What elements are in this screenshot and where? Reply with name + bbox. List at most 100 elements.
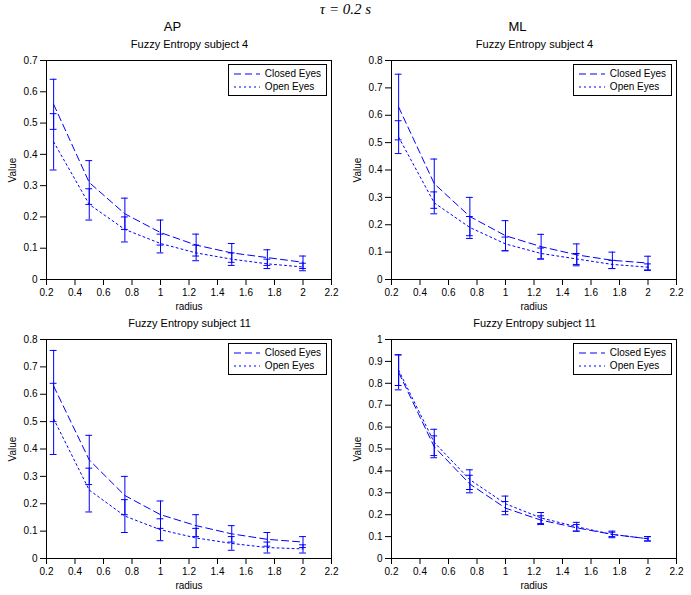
svg-text:0.4: 0.4 <box>68 287 82 298</box>
svg-text:0.5: 0.5 <box>24 117 38 128</box>
html-text:Fuzzy Entropy subject 4: Fuzzy Entropy subject 4 <box>130 38 249 50</box>
svg-text:0.2: 0.2 <box>369 509 383 520</box>
svg-text:0.2: 0.2 <box>40 566 54 577</box>
svg-text:0: 0 <box>32 274 38 285</box>
html-text:Open Eyes: Open Eyes <box>609 81 660 92</box>
svg-text:2.2: 2.2 <box>670 566 684 577</box>
svg-text:2: 2 <box>300 287 306 298</box>
svg-text:0.6: 0.6 <box>442 566 456 577</box>
svg-text:0.2: 0.2 <box>40 287 54 298</box>
svg-text:0.8: 0.8 <box>369 378 383 389</box>
svg-text:1.4: 1.4 <box>211 287 225 298</box>
svg-text:0.4: 0.4 <box>369 164 383 175</box>
svg-text:0.6: 0.6 <box>97 287 111 298</box>
html-text:Open Eyes: Open Eyes <box>264 81 315 92</box>
svg-text:1: 1 <box>158 287 164 298</box>
svg-text:1.2: 1.2 <box>527 566 541 577</box>
svg-text:0.2: 0.2 <box>369 219 383 230</box>
svg-text:0.4: 0.4 <box>68 566 82 577</box>
svg-text:1: 1 <box>377 334 383 345</box>
svg-text:0: 0 <box>32 553 38 564</box>
svg-text:0.3: 0.3 <box>24 471 38 482</box>
svg-text:1.4: 1.4 <box>556 566 570 577</box>
svg-text:0.1: 0.1 <box>369 531 383 542</box>
svg-text:1.6: 1.6 <box>584 287 598 298</box>
svg-text:2.2: 2.2 <box>325 287 339 298</box>
svg-text:0.1: 0.1 <box>369 246 383 257</box>
svg-text:1.8: 1.8 <box>613 566 627 577</box>
svg-text:1.6: 1.6 <box>239 287 253 298</box>
html-text:Closed Eyes: Closed Eyes <box>264 68 321 79</box>
svg-text:1.6: 1.6 <box>584 566 598 577</box>
html-text:Fuzzy Entropy subject 4: Fuzzy Entropy subject 4 <box>475 38 594 50</box>
html-text:Fuzzy Entropy subject 11: Fuzzy Entropy subject 11 <box>128 317 251 329</box>
svg-text:1.2: 1.2 <box>527 287 541 298</box>
svg-text:2: 2 <box>300 566 306 577</box>
svg-text:1: 1 <box>503 287 509 298</box>
svg-text:0.2: 0.2 <box>24 211 38 222</box>
svg-text:1.6: 1.6 <box>239 566 253 577</box>
svg-text:radius: radius <box>520 301 547 312</box>
svg-text:radius: radius <box>175 301 202 312</box>
html-text:ML: ML <box>508 19 527 34</box>
svg-text:0.3: 0.3 <box>369 192 383 203</box>
svg-text:1.2: 1.2 <box>182 287 196 298</box>
svg-text:0.6: 0.6 <box>24 86 38 97</box>
html-text:τ = 0.2 s: τ = 0.2 s <box>319 1 372 17</box>
svg-text:0.5: 0.5 <box>24 416 38 427</box>
svg-text:1.8: 1.8 <box>613 287 627 298</box>
svg-text:2: 2 <box>645 566 651 577</box>
svg-text:0.7: 0.7 <box>24 55 38 66</box>
svg-text:0.1: 0.1 <box>24 242 38 253</box>
svg-text:0.4: 0.4 <box>369 465 383 476</box>
svg-text:0.8: 0.8 <box>125 287 139 298</box>
svg-text:0.3: 0.3 <box>369 487 383 498</box>
html-text:Closed Eyes: Closed Eyes <box>609 68 666 79</box>
svg-text:0: 0 <box>377 553 383 564</box>
svg-text:0: 0 <box>377 274 383 285</box>
svg-text:Value: Value <box>7 436 18 461</box>
svg-text:0.2: 0.2 <box>385 566 399 577</box>
svg-text:2.2: 2.2 <box>670 287 684 298</box>
svg-text:0.8: 0.8 <box>369 55 383 66</box>
svg-text:1: 1 <box>503 566 509 577</box>
svg-text:0.8: 0.8 <box>24 334 38 345</box>
svg-text:0.8: 0.8 <box>470 287 484 298</box>
svg-text:0.5: 0.5 <box>369 443 383 454</box>
svg-text:0.6: 0.6 <box>369 109 383 120</box>
svg-text:0.8: 0.8 <box>470 566 484 577</box>
svg-text:0.9: 0.9 <box>369 356 383 367</box>
svg-text:Value: Value <box>7 157 18 182</box>
svg-text:1.8: 1.8 <box>268 287 282 298</box>
svg-text:0.7: 0.7 <box>24 361 38 372</box>
svg-text:Value: Value <box>352 157 363 182</box>
html-text:Fuzzy Entropy subject 11: Fuzzy Entropy subject 11 <box>473 317 596 329</box>
svg-text:0.2: 0.2 <box>24 498 38 509</box>
svg-text:0.1: 0.1 <box>24 525 38 536</box>
svg-text:0.6: 0.6 <box>442 287 456 298</box>
svg-text:0.2: 0.2 <box>385 287 399 298</box>
svg-text:1.8: 1.8 <box>268 566 282 577</box>
svg-text:0.6: 0.6 <box>97 566 111 577</box>
svg-text:0.4: 0.4 <box>24 149 38 160</box>
svg-text:1.4: 1.4 <box>556 287 570 298</box>
svg-text:radius: radius <box>175 580 202 591</box>
svg-text:1.2: 1.2 <box>182 566 196 577</box>
svg-text:0.7: 0.7 <box>369 82 383 93</box>
svg-text:0.5: 0.5 <box>369 137 383 148</box>
svg-text:1.4: 1.4 <box>211 566 225 577</box>
svg-text:0.6: 0.6 <box>24 388 38 399</box>
svg-text:0.6: 0.6 <box>369 421 383 432</box>
html-text:AP: AP <box>163 19 182 34</box>
svg-text:2: 2 <box>645 287 651 298</box>
svg-text:2.2: 2.2 <box>325 566 339 577</box>
svg-text:0.4: 0.4 <box>413 566 427 577</box>
svg-text:0.4: 0.4 <box>24 443 38 454</box>
svg-text:1: 1 <box>158 566 164 577</box>
svg-text:0.8: 0.8 <box>125 566 139 577</box>
svg-text:0.3: 0.3 <box>24 180 38 191</box>
svg-text:Value: Value <box>352 436 363 461</box>
svg-text:radius: radius <box>520 580 547 591</box>
svg-text:0.4: 0.4 <box>413 287 427 298</box>
svg-text:0.7: 0.7 <box>369 399 383 410</box>
